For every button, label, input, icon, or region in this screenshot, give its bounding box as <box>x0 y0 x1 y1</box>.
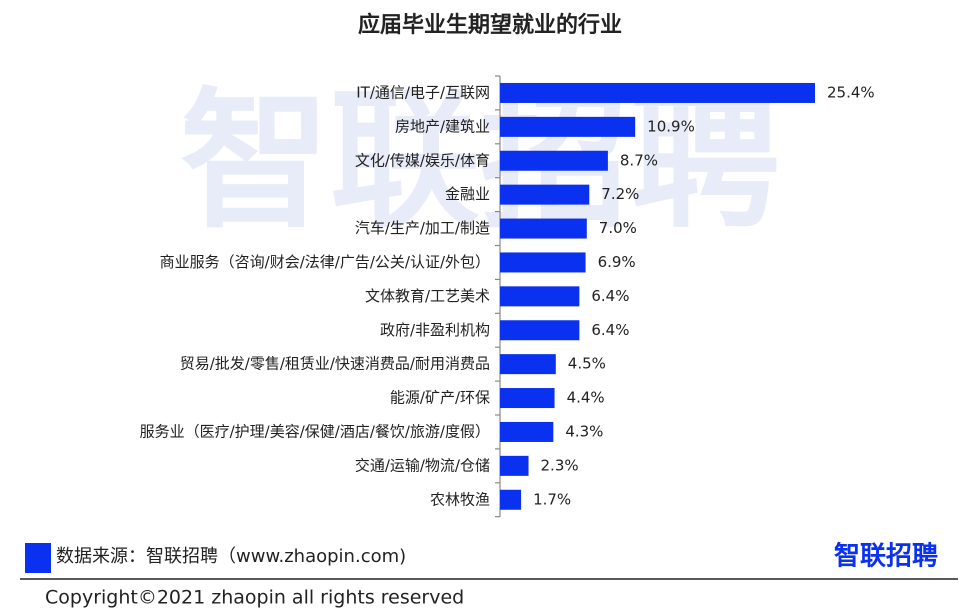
value-label: 10.9% <box>647 117 695 135</box>
bar <box>500 252 586 273</box>
value-label: 4.5% <box>568 355 606 373</box>
bar <box>500 354 556 375</box>
value-label: 6.9% <box>598 253 636 271</box>
bar <box>500 184 590 205</box>
bar <box>500 286 580 307</box>
category-label: 汽车/生产/加工/制造 <box>355 219 490 237</box>
category-label: 文体教育/工艺美术 <box>365 287 490 305</box>
category-label: 房地产/建筑业 <box>395 117 490 135</box>
bar <box>500 388 555 409</box>
bar <box>500 455 529 476</box>
value-label: 6.4% <box>591 321 629 339</box>
value-label: 2.3% <box>541 456 579 474</box>
value-label: 6.4% <box>591 287 629 305</box>
watermark: 智联招聘 <box>180 75 780 249</box>
bar <box>500 82 815 103</box>
logo: 智联招聘 <box>834 542 938 572</box>
category-label: 贸易/批发/零售/租赁业/快速消费品/耐用消费品 <box>180 355 490 373</box>
category-label: 文化/传媒/娱乐/体育 <box>355 151 490 169</box>
category-label: 政府/非盈利机构 <box>380 321 490 339</box>
bar <box>500 489 522 510</box>
source-marker <box>25 543 51 573</box>
value-label: 7.0% <box>599 219 637 237</box>
bar <box>500 116 636 137</box>
category-label: IT/通信/电子/互联网 <box>356 83 490 101</box>
source: 数据来源：智联招聘（www.zhaopin.com) <box>56 546 406 567</box>
bar <box>500 150 608 171</box>
value-label: 25.4% <box>827 83 875 101</box>
category-label: 交通/运输/物流/仓储 <box>355 456 490 474</box>
category-label: 服务业（医疗/护理/美容/保健/酒店/餐饮/旅游/度假） <box>140 422 490 440</box>
category-label: 能源/矿产/环保 <box>390 389 490 407</box>
value-label: 4.3% <box>565 422 603 440</box>
category-label: 商业服务（咨询/财会/法律/广告/公关/认证/外包） <box>160 253 490 271</box>
chart-title: 应届毕业生期望就业的行业 <box>358 12 622 38</box>
bar <box>500 320 580 341</box>
value-label: 1.7% <box>533 490 571 508</box>
copyright: Copyright©2021 zhaopin all rights reserv… <box>45 587 464 609</box>
category-label: 农林牧渔 <box>430 490 490 508</box>
value-label: 4.4% <box>567 389 605 407</box>
category-label: 金融业 <box>445 185 490 203</box>
bar <box>500 421 554 442</box>
value-label: 7.2% <box>601 185 639 203</box>
bar <box>500 218 587 239</box>
value-label: 8.7% <box>620 151 658 169</box>
